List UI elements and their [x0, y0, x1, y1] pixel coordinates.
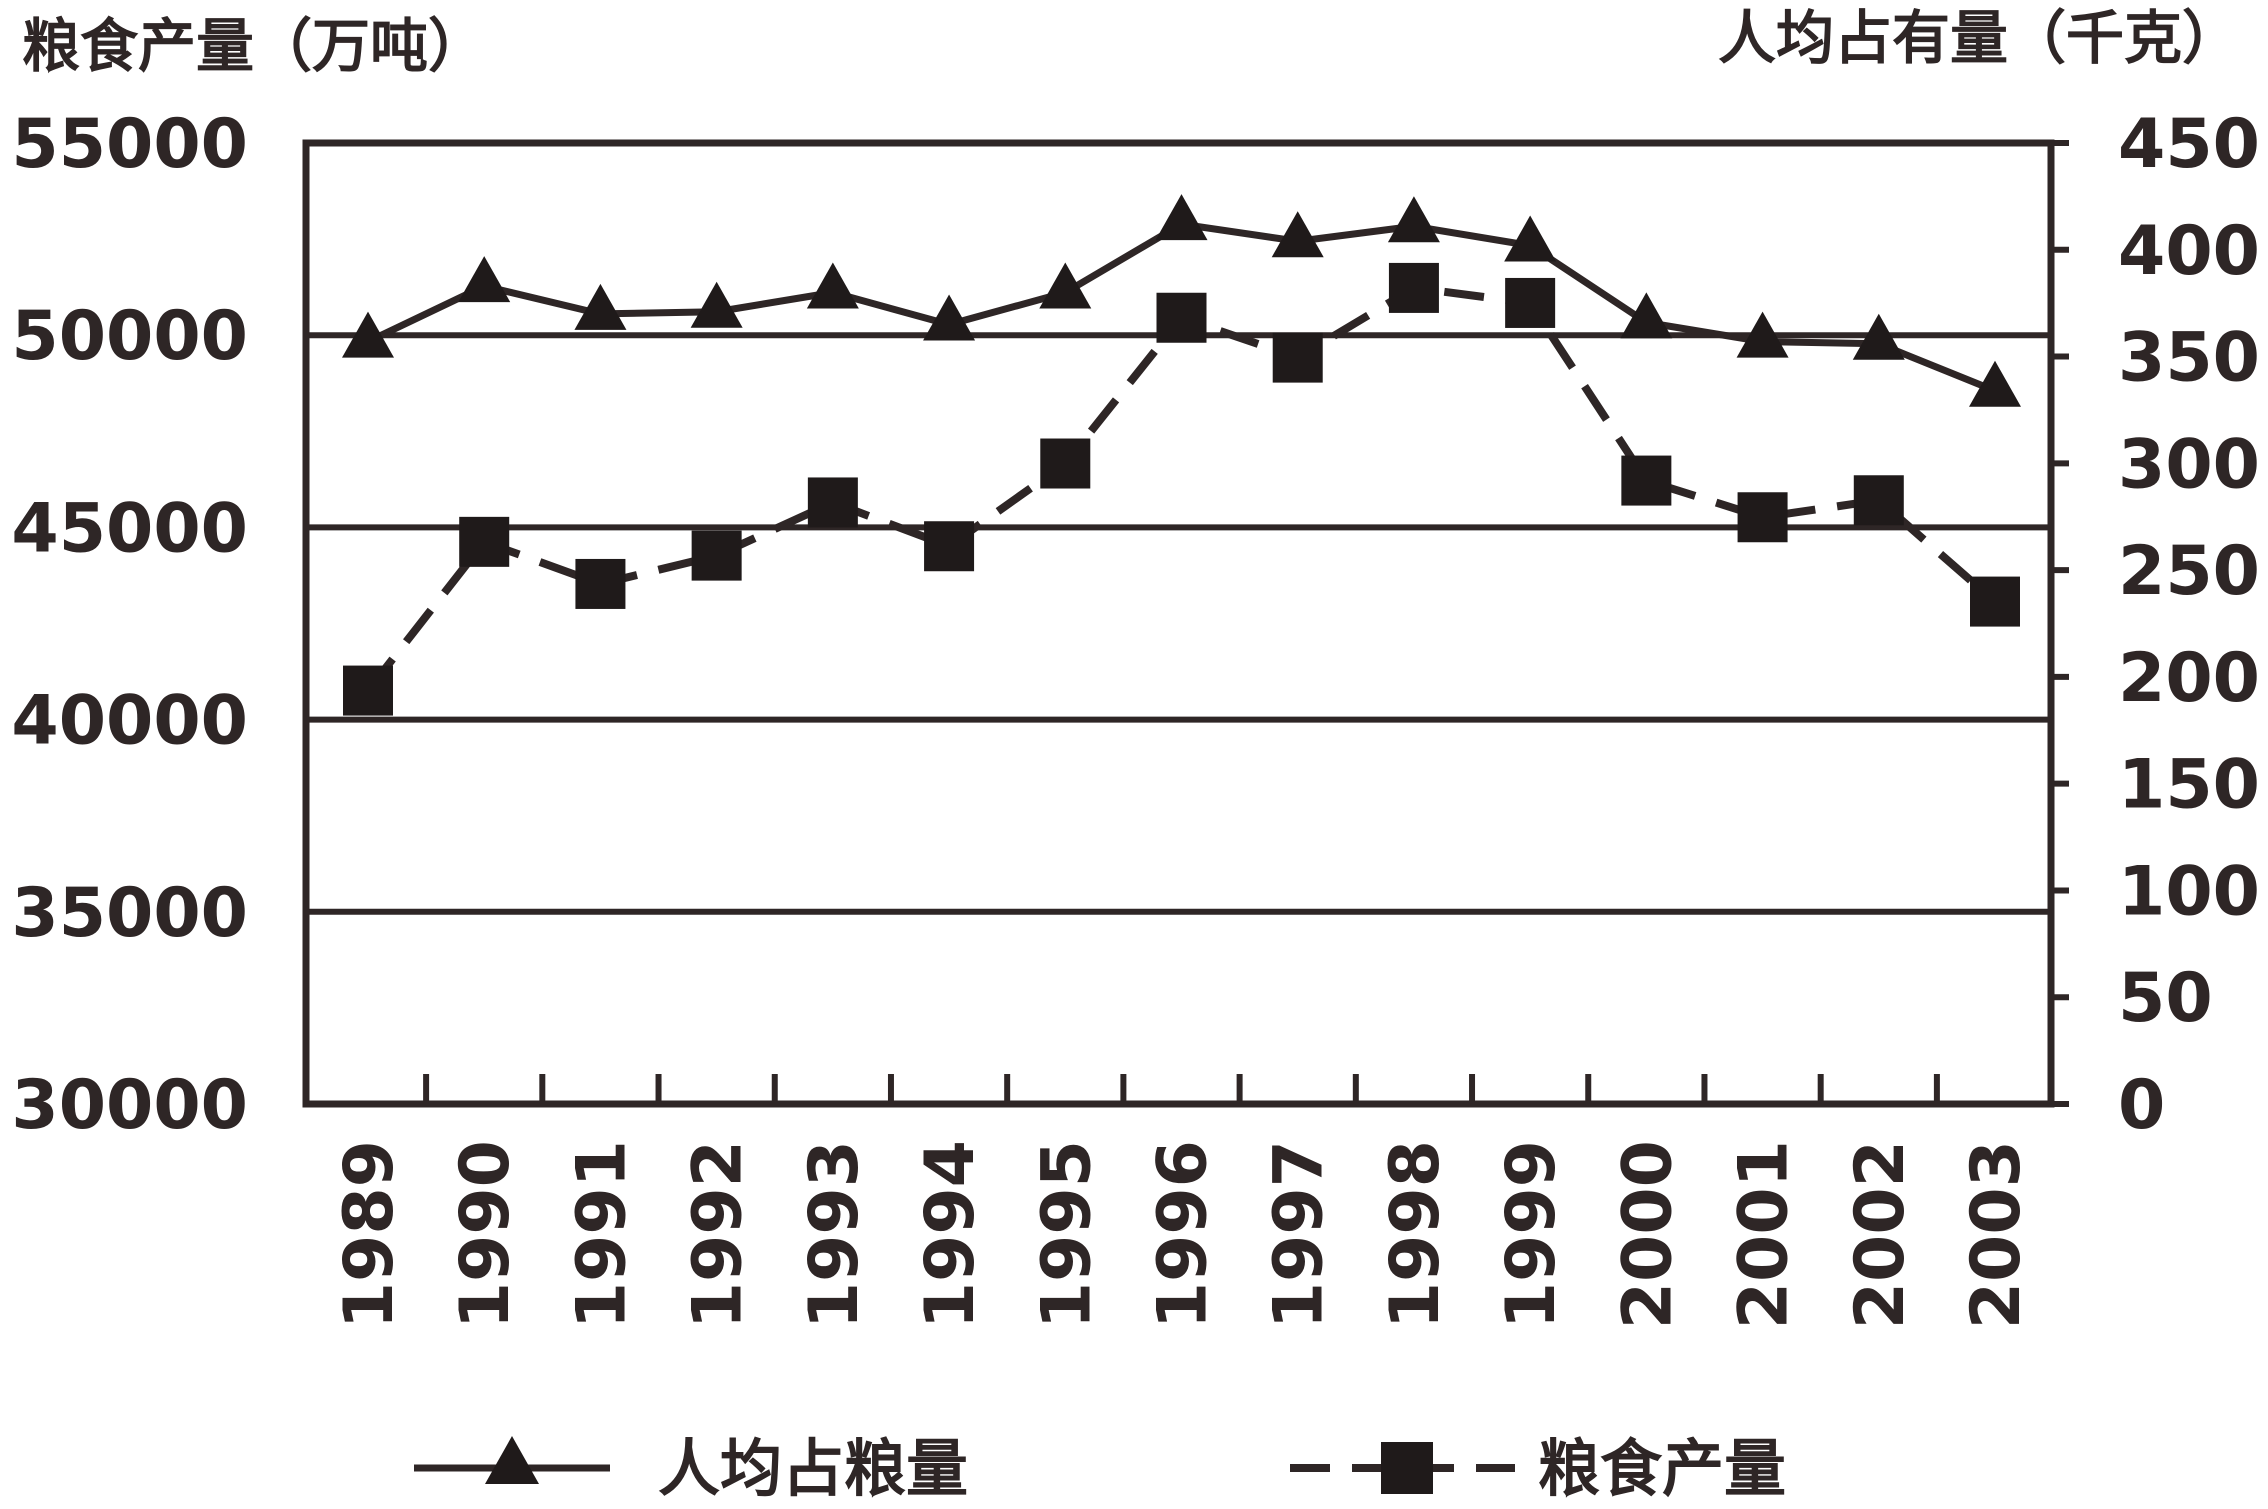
- right-tick-label: 400: [2118, 212, 2260, 291]
- grid-lines: [306, 332, 2051, 915]
- x-tick-label: 1998: [1376, 1140, 1455, 1329]
- right-tick-marks: [2051, 140, 2069, 1107]
- legend-item-grain-output: 粮食产量: [1290, 1432, 1786, 1505]
- grain-output-point: [1156, 292, 1207, 343]
- x-tick-label: 1992: [679, 1140, 758, 1329]
- x-tick-label: 1994: [911, 1140, 990, 1329]
- grain-output-point: [1621, 455, 1672, 506]
- per-capita-point: [1039, 262, 1092, 309]
- grain-output-point: [459, 516, 510, 567]
- grain-output-point: [807, 477, 858, 528]
- left-tick-label: 50000: [11, 297, 248, 376]
- grain-output-point: [1505, 277, 1556, 328]
- grain-output-point: [691, 530, 742, 581]
- right-tick-label: 200: [2118, 639, 2260, 718]
- right-tick-label: 100: [2118, 852, 2260, 931]
- grain-output-point: [1970, 576, 2020, 627]
- x-axis-labels: 1989 1990 1991 1992 1993 1994 1995 1996 1997 1998…: [330, 1140, 2036, 1329]
- grain-output-point: [1853, 475, 1904, 526]
- right-tick-label: 300: [2118, 425, 2260, 504]
- right-tick-label: 350: [2118, 319, 2260, 398]
- x-tick-label: 1995: [1027, 1140, 1106, 1329]
- per-capita-point: [1736, 311, 1789, 358]
- per-capita-point: [806, 262, 859, 309]
- x-tick-label: 1991: [562, 1140, 641, 1329]
- x-tick-label: 2001: [1725, 1140, 1804, 1329]
- legend-square-marker: [1381, 1442, 1433, 1494]
- right-tick-label: 250: [2118, 532, 2260, 611]
- x-tick-label: 2003: [1957, 1140, 2036, 1329]
- legend-label: 人均占粮量: [658, 1432, 968, 1505]
- per-capita-point: [1504, 215, 1557, 262]
- x-tick-label: 2000: [1608, 1140, 1687, 1329]
- left-tick-label: 35000: [11, 874, 248, 953]
- series-grain-output: [343, 262, 2020, 716]
- per-capita-point: [923, 294, 976, 341]
- x-tick-label: 1996: [1144, 1140, 1223, 1329]
- series: [342, 194, 2021, 716]
- grain-output-point: [1040, 438, 1091, 489]
- x-tick-marks: [423, 1074, 1940, 1104]
- left-tick-label: 55000: [11, 105, 248, 184]
- per-capita-point: [1852, 313, 1905, 360]
- grain-output-point: [1388, 262, 1439, 313]
- per-capita-point: [1387, 196, 1440, 243]
- left-y-axis-labels: 55000 50000 45000 40000 35000 30000: [11, 105, 248, 1145]
- grain-output-point: [1272, 332, 1323, 383]
- x-tick-label: 1990: [446, 1140, 525, 1329]
- per-capita-point: [1620, 292, 1673, 339]
- x-tick-label: 1999: [1492, 1140, 1571, 1329]
- x-tick-label: 2002: [1841, 1140, 1920, 1329]
- per-capita-point: [1155, 194, 1208, 241]
- legend-item-per-capita: 人均占粮量: [414, 1432, 968, 1505]
- x-tick-label: 1997: [1260, 1140, 1339, 1329]
- grain-output-point: [1737, 492, 1788, 543]
- right-tick-label: 150: [2118, 746, 2260, 825]
- left-axis-title: 粮食产量（万吨）: [22, 12, 486, 80]
- per-capita-point: [342, 311, 394, 358]
- series-per-capita: [342, 194, 2021, 407]
- right-tick-label: 50: [2118, 959, 2213, 1038]
- per-capita-point: [458, 256, 511, 303]
- grain-output-point: [924, 521, 975, 572]
- x-tick-label: 1993: [795, 1140, 874, 1329]
- per-capita-point: [1271, 211, 1324, 258]
- left-tick-label: 40000: [11, 682, 248, 761]
- per-capita-point: [1969, 360, 2021, 407]
- x-tick-label: 1989: [330, 1140, 409, 1329]
- left-tick-label: 45000: [11, 489, 248, 568]
- per-capita-point: [690, 281, 743, 328]
- right-axis-title: 人均占有量（千克）: [1718, 4, 2240, 72]
- legend: 人均占粮量 粮食产量: [414, 1432, 1786, 1505]
- right-tick-label: 450: [2118, 105, 2260, 184]
- grain-output-point: [575, 558, 626, 609]
- right-y-axis-labels: 450 400 350 300 250 200 150 100 50 0: [2118, 105, 2260, 1145]
- per-capita-point: [574, 283, 627, 330]
- grain-output-point: [343, 665, 393, 716]
- left-tick-label: 30000: [11, 1066, 248, 1145]
- legend-triangle-marker: [485, 1436, 539, 1484]
- legend-label: 粮食产量: [1538, 1432, 1786, 1505]
- right-tick-label: 0: [2118, 1066, 2165, 1145]
- plot-frame: [302, 139, 2055, 1108]
